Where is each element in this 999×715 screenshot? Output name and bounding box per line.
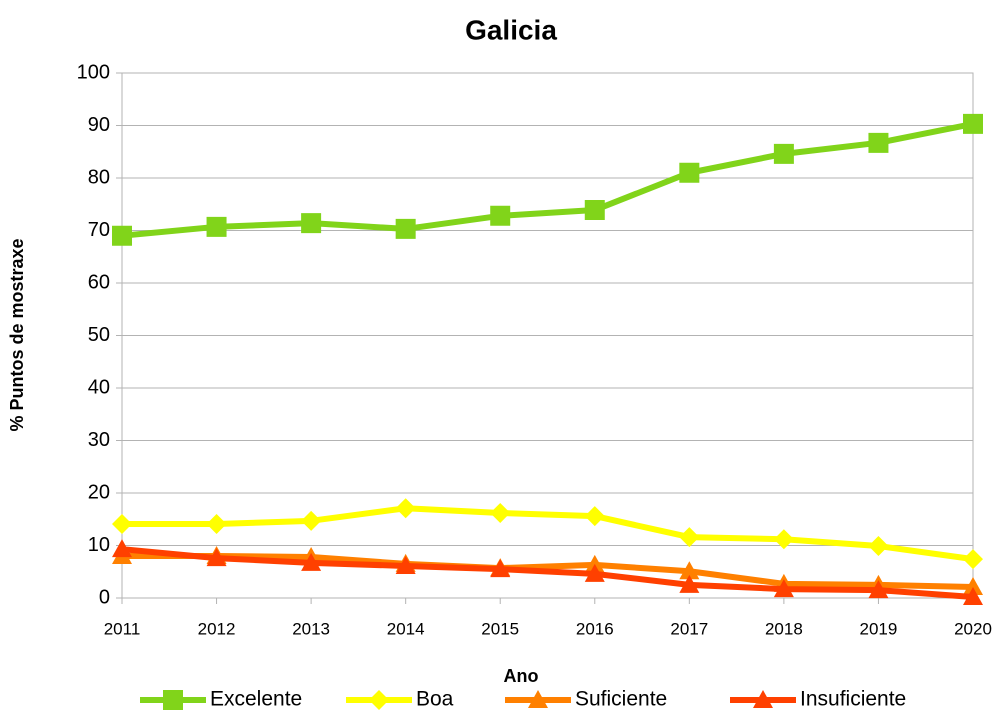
marker xyxy=(112,513,132,534)
marker xyxy=(301,510,322,531)
x-tick-label: 2018 xyxy=(765,619,803,638)
marker xyxy=(301,552,322,571)
legend-marker xyxy=(163,690,183,710)
x-tick-label: 2020 xyxy=(954,619,992,638)
marker xyxy=(963,576,983,595)
plot-border xyxy=(121,72,974,599)
marker xyxy=(206,513,227,534)
y-tick-label: 100 xyxy=(77,61,110,83)
y-tick-label: 10 xyxy=(88,534,110,556)
marker xyxy=(395,555,416,574)
y-tick-label: 20 xyxy=(88,481,110,503)
legend-marker xyxy=(369,690,389,710)
x-tick-label: 2019 xyxy=(860,619,898,638)
x-tick-label: 2014 xyxy=(387,619,425,638)
series-line xyxy=(121,546,974,600)
legend-label: Boa xyxy=(416,688,454,711)
marker xyxy=(490,559,511,578)
marker xyxy=(868,536,889,557)
marker xyxy=(868,580,889,599)
marker xyxy=(679,561,700,580)
marker xyxy=(584,200,605,221)
marker xyxy=(773,143,794,164)
marker xyxy=(963,586,983,605)
marker xyxy=(206,548,227,567)
marker xyxy=(395,218,416,239)
marker xyxy=(490,205,511,226)
y-tick-label: 90 xyxy=(88,114,110,136)
y-tick-label: 70 xyxy=(88,219,110,241)
y-tick-label: 0 xyxy=(99,586,110,608)
x-tick-label: 2011 xyxy=(104,619,141,638)
marker xyxy=(773,529,794,550)
marker xyxy=(963,549,983,570)
y-tick-label: 60 xyxy=(88,271,110,293)
marker xyxy=(679,162,700,183)
legend-label: Suficiente xyxy=(575,688,667,711)
x-axis-label: Ano xyxy=(504,666,539,686)
series-line xyxy=(122,505,974,563)
x-tick-label: 2013 xyxy=(292,619,330,638)
legend-label: Excelente xyxy=(210,688,302,711)
marker xyxy=(584,506,605,527)
series-line xyxy=(121,120,974,239)
marker xyxy=(490,502,511,523)
y-tick-label: 30 xyxy=(88,429,110,451)
marker xyxy=(112,225,132,246)
series-line xyxy=(122,553,974,590)
x-tick-label: 2012 xyxy=(198,619,236,638)
legend-marker xyxy=(753,690,773,708)
marker xyxy=(206,216,227,237)
chart-title: Galicia xyxy=(465,14,557,45)
y-tick-label: 40 xyxy=(88,376,110,398)
y-tick-label: 80 xyxy=(88,166,110,188)
marker xyxy=(773,579,794,598)
marker xyxy=(679,574,700,593)
marker xyxy=(868,132,889,153)
marker xyxy=(963,113,983,134)
x-tick-label: 2016 xyxy=(576,619,614,638)
y-tick-label: 50 xyxy=(88,324,110,346)
y-axis-label: % Puntos de mostraxe xyxy=(7,238,27,431)
legend-label: Insuficiente xyxy=(800,688,906,711)
x-tick-label: 2017 xyxy=(670,619,708,638)
marker xyxy=(301,213,322,234)
marker xyxy=(395,498,416,519)
legend-marker xyxy=(528,690,548,708)
marker xyxy=(584,563,605,582)
marker xyxy=(679,527,700,548)
marker xyxy=(112,539,132,558)
x-tick-label: 2015 xyxy=(481,619,519,638)
